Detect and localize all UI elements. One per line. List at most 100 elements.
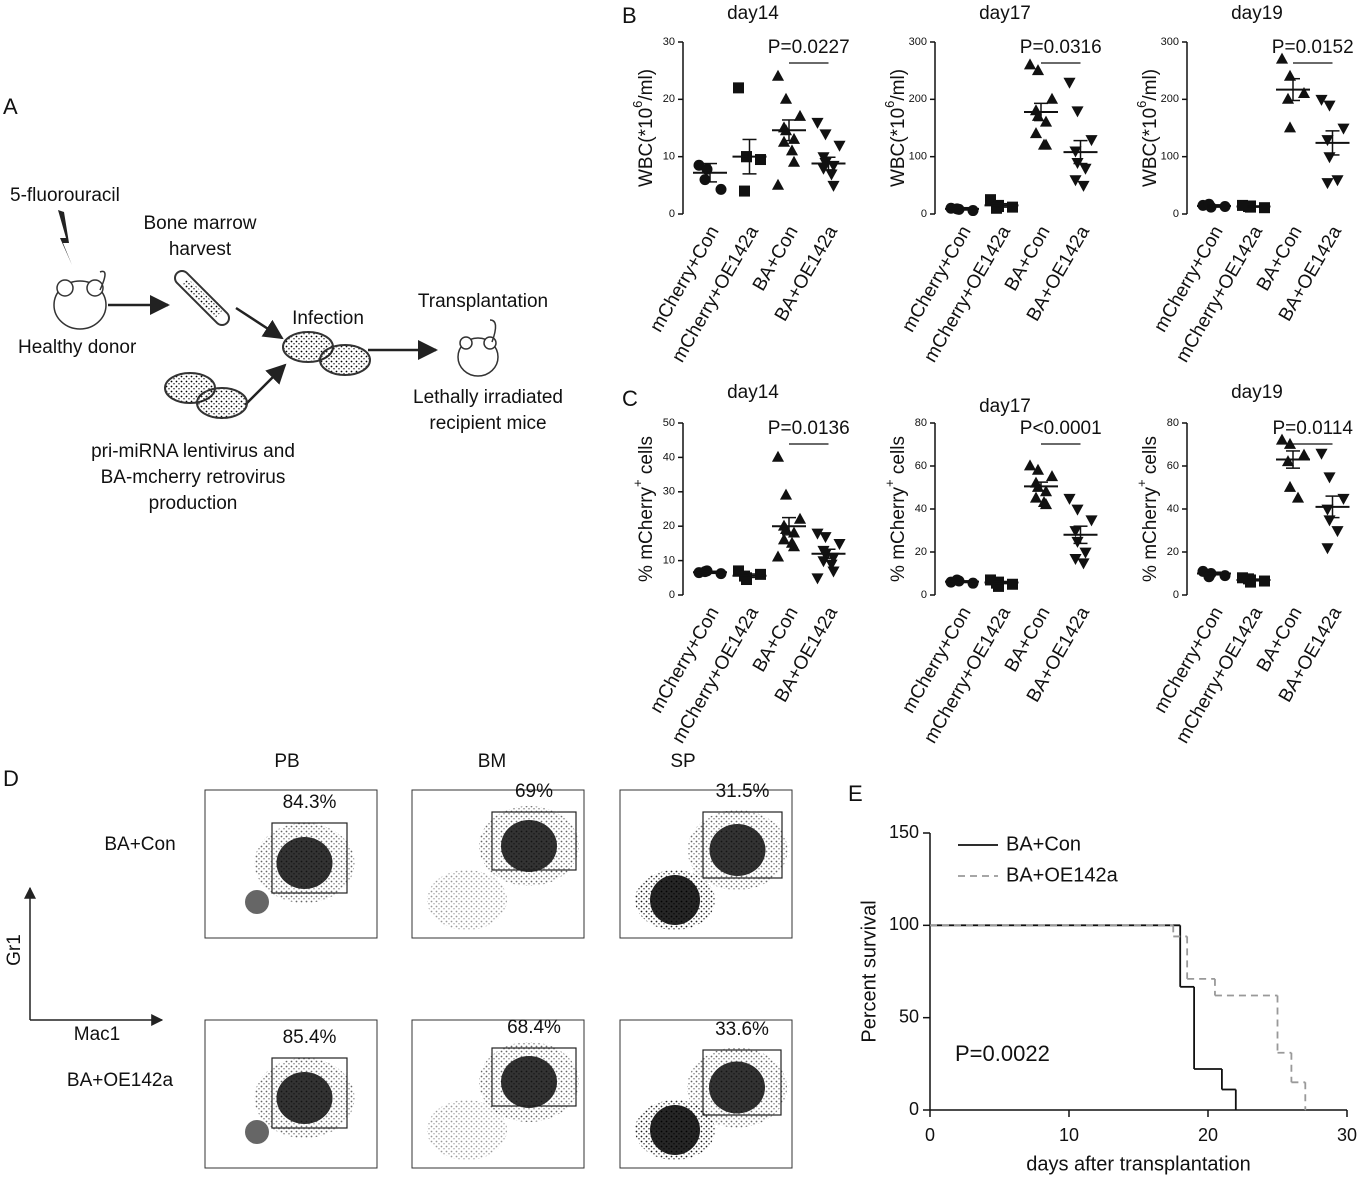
gate-percent: 69% [515,781,553,802]
chart-title: day17 [979,396,1031,417]
data-point [1315,94,1328,106]
data-point [1045,92,1059,104]
y-tick-label: 40 [915,503,927,515]
data-point [1071,106,1084,118]
cell-density [245,890,269,914]
panel-label: C [622,386,638,411]
data-point [827,566,840,578]
data-point [1071,536,1084,548]
p-value: P=0.0316 [1020,37,1102,58]
y-tick-label: 30 [663,36,675,48]
y-tick-label: 200 [909,93,927,105]
y-axis-label: WBC(*106/ml) [882,69,909,187]
data-point [787,155,801,167]
data-point [1291,491,1305,503]
y-tick-label: 0 [909,1099,919,1119]
y-tick-label: 200 [1161,93,1179,105]
row-label: BA+Con [104,834,175,855]
data-point [1283,437,1297,449]
data-point [1023,459,1037,471]
panel-label: A [3,94,18,119]
data-point [1077,558,1090,570]
data-point [967,577,979,589]
y-axis-label-part: /ml) [636,69,657,101]
data-point [715,568,727,580]
data-point [1245,576,1256,588]
gate-percent: 33.6% [715,1019,769,1040]
column-label: SP [670,751,695,772]
y-tick-label: 150 [889,822,919,842]
data-point [1085,515,1098,527]
arrow [244,363,287,406]
data-point [793,109,807,121]
y-axis-label-part: WBC(*10 [888,108,909,187]
y-tick-label: 50 [663,417,675,429]
data-point [1275,52,1289,64]
data-point [1321,135,1334,147]
gate [271,1057,348,1129]
gate [491,811,577,871]
data-point [1085,135,1098,147]
y-axis-label-sup: 6 [630,101,645,108]
y-tick-label: 20 [663,93,675,105]
data-point [1321,178,1334,190]
data-point [1259,575,1270,587]
bone-icon [174,270,230,326]
data-point [793,512,807,524]
data-point [833,140,846,152]
label: Bone marrow [144,213,257,234]
cell-density [501,820,557,872]
y-tick-label: 60 [1167,460,1179,472]
y-tick-label: 40 [1167,503,1179,515]
data-point [1031,463,1045,475]
y-tick-label: 0 [921,589,927,601]
y-axis-label: % mCherry+ cells [882,436,909,582]
gate-percent: 31.5% [716,781,770,802]
data-point [739,185,750,197]
data-point [811,117,824,129]
data-point [777,533,791,545]
data-point [1031,64,1045,76]
axis-label: Gr1 [4,934,25,966]
y-tick-label: 0 [1173,208,1179,220]
data-point [1023,58,1037,70]
x-axis-label: days after transplantation [1026,1153,1251,1175]
label: Infection [292,308,364,329]
y-tick-label: 100 [1161,151,1179,163]
y-axis-label-part: % mCherry [1140,486,1161,582]
data-point [1281,92,1295,104]
column-label: PB [274,751,299,772]
y-axis-label: Percent survival [858,900,880,1042]
data-point [1029,104,1043,116]
p-value: P=0.0152 [1272,37,1354,58]
y-tick-label: 10 [663,555,675,567]
data-point [1063,77,1076,89]
gate [491,1047,577,1107]
data-point [1079,547,1092,559]
y-axis-label-part: % mCherry [636,486,657,582]
data-point [1337,493,1350,505]
y-tick-label: 100 [909,151,927,163]
label: pri-miRNA lentivirus and [91,441,295,462]
data-point [1029,127,1043,139]
data-point [1071,504,1084,516]
axis-label: Mac1 [74,1024,120,1045]
data-point [811,573,824,585]
data-point [1321,543,1334,555]
y-tick-label: 10 [663,151,675,163]
gate-percent: 68.4% [507,1017,561,1038]
cell-density [709,824,766,876]
data-point [1323,152,1336,164]
cell-density [427,1100,507,1160]
mouse-icon [457,319,499,377]
data-point [787,540,801,552]
y-tick-label: 0 [1173,589,1179,601]
data-point [1281,455,1295,467]
y-axis-label: WBC(*106/ml) [630,69,657,187]
y-tick-label: 0 [669,208,675,220]
y-tick-label: 300 [909,36,927,48]
data-point [755,568,766,580]
data-point [779,488,793,500]
panel-label: E [848,781,863,806]
gate [702,1049,782,1116]
